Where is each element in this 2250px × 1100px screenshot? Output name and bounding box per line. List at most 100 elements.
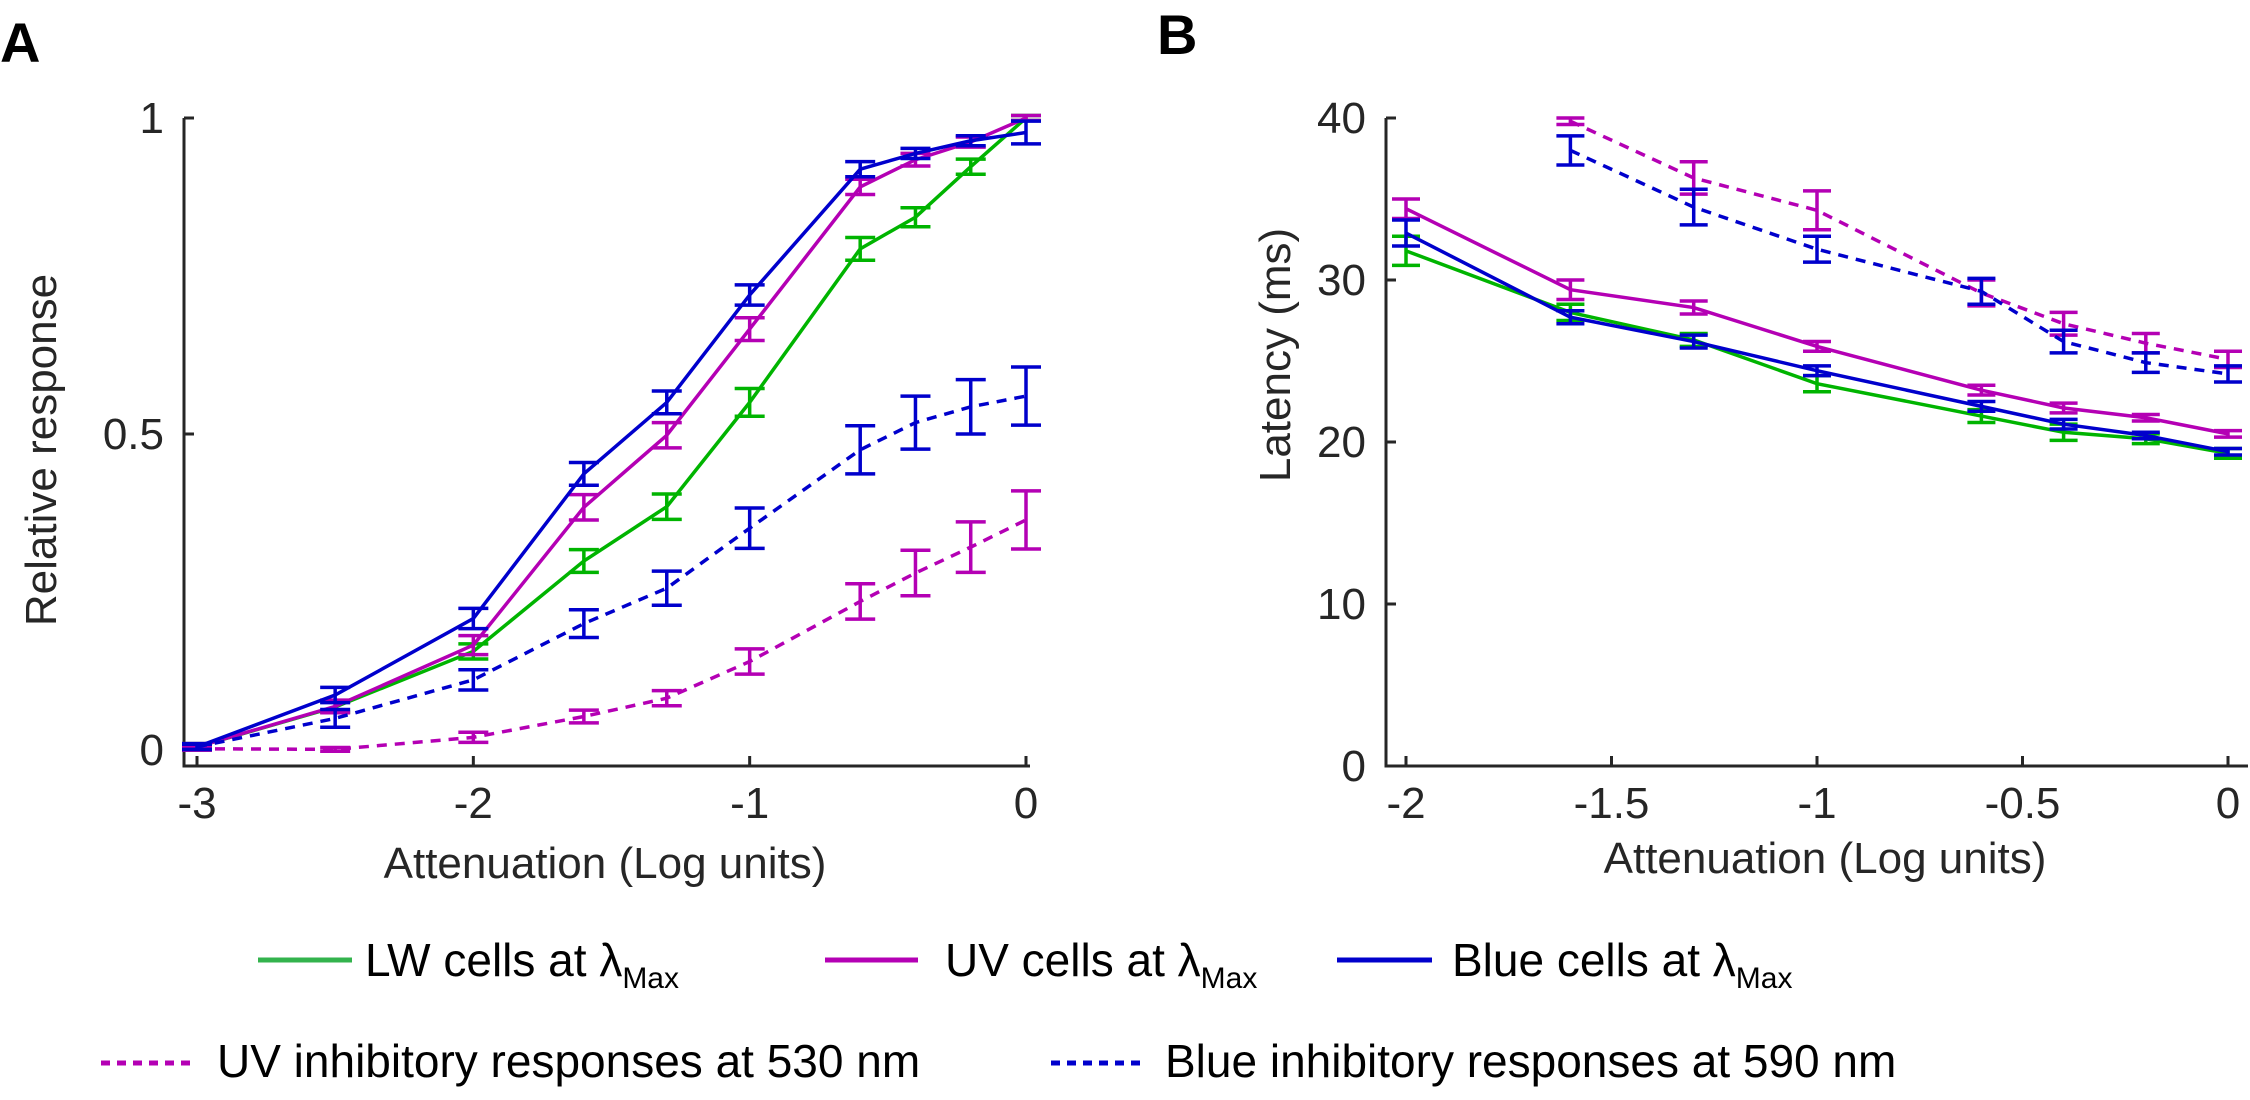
panel-a-data-point	[471, 617, 475, 621]
panel-a-data-point	[748, 293, 752, 297]
panel-b-series-4	[1556, 134, 2242, 384]
panel-a-data-point	[858, 247, 862, 251]
panel-a-data-point	[1024, 518, 1028, 522]
panel-a-series-0	[182, 113, 1041, 752]
panel-a-data-point	[582, 559, 586, 563]
panel-b-data-point	[1815, 369, 1819, 373]
panel-a-data-point	[913, 151, 917, 155]
panel-a-data-point	[333, 716, 337, 720]
panel-a-data-point	[748, 327, 752, 331]
panel-a-data-point	[748, 660, 752, 664]
panel-a-data-point	[333, 747, 337, 751]
panel-b-data-point	[1979, 388, 1983, 392]
panel-a-x-tick-label: -3	[177, 779, 216, 828]
panel-a-data-point	[333, 693, 337, 697]
panel-a-marks	[182, 113, 1041, 754]
legend-item-lw: LW cells at λMax	[258, 934, 679, 995]
panel-a-series-line	[196, 394, 1027, 749]
panel-a-data-point	[858, 167, 862, 171]
legend-item-uv-inhibitory: UV inhibitory responses at 530 nm	[101, 1035, 920, 1087]
panel-a-series-line	[196, 518, 1027, 752]
panel-a-data-point	[858, 599, 862, 603]
panel-a-data-point	[665, 433, 669, 437]
panel-b-marks	[1392, 116, 2242, 460]
legend: LW cells at λMax UV cells at λMax Blue c…	[101, 934, 1896, 1087]
panel-a-data-point	[913, 421, 917, 425]
legend-lambda-symbol: λ	[1713, 934, 1736, 986]
panel-a-data-point	[471, 735, 475, 739]
panel-b-data-point	[1404, 249, 1408, 253]
panel-b-data-point	[2226, 450, 2230, 454]
panel-b-data-point	[2062, 340, 2066, 344]
panel-label-b: B	[1157, 3, 1197, 66]
panel-b-x-tick-label: -1.5	[1574, 779, 1650, 828]
panel-a-series-1	[182, 113, 1041, 752]
panel-a-y-axis-label: Relative response	[17, 274, 66, 626]
panel-b-data-point	[2226, 432, 2230, 436]
panel-a-data-point	[913, 215, 917, 219]
panel-a-data-point	[665, 696, 669, 700]
panel-a-data-point	[471, 643, 475, 647]
panel-a-data-point	[471, 678, 475, 682]
panel-b-x-tick-label: -1	[1797, 779, 1836, 828]
panel-b-y-tick-label: 30	[1317, 256, 1366, 305]
panel-a-data-point	[748, 400, 752, 404]
panel-a-x-tick-label: -2	[454, 779, 493, 828]
panel-b-chart: 0 10 20 30 40 -2 -1.5 -1 -0.5 0 Attenuation (Log …	[1251, 94, 2248, 883]
panel-a-data-point	[858, 185, 862, 189]
panel-b-data-point	[2144, 361, 2148, 365]
panel-a-data-point	[582, 472, 586, 476]
panel-b-data-point	[1979, 289, 1983, 293]
panel-b-series-2	[1392, 218, 2242, 457]
panel-b-y-tick-label: 20	[1317, 418, 1366, 467]
panel-b-data-point	[2062, 406, 2066, 410]
panel-a-chart: 0 0.5 1 -3 -2 -1 0 Attenuation (Log units) Rel…	[17, 94, 1041, 888]
panel-a-series-line	[196, 130, 1027, 749]
legend-label-uv-inhibitory: UV inhibitory responses at 530 nm	[217, 1035, 920, 1087]
panel-b-data-point	[2062, 322, 2066, 326]
panel-b-x-tick-label: -0.5	[1985, 779, 2061, 828]
legend-label-lw: LW cells at λMax	[365, 934, 679, 995]
panel-b-series-1	[1392, 197, 2242, 439]
legend-label-uv: UV cells at λMax	[945, 934, 1257, 995]
legend-item-blue: Blue cells at λMax	[1337, 934, 1792, 995]
panel-a-x-tick-label: -1	[730, 779, 769, 828]
panel-a-series-4	[182, 365, 1041, 752]
panel-a-data-point	[969, 139, 973, 143]
panel-b-x-tick-label: -2	[1386, 779, 1425, 828]
panel-b-data-point	[1692, 306, 1696, 310]
panel-a-x-tick-label: 0	[1014, 779, 1038, 828]
panel-b-series-line	[1569, 119, 2229, 362]
panel-b-data-point	[1815, 247, 1819, 251]
panel-b-data-point	[1568, 315, 1572, 319]
panel-a-data-point	[582, 505, 586, 509]
panel-b-axes: 0 10 20 30 40 -2 -1.5 -1 -0.5 0	[1317, 94, 2248, 828]
panel-a-data-point	[969, 165, 973, 169]
panel-b-x-tick-label: 0	[2216, 779, 2240, 828]
legend-item-blue-inhibitory: Blue inhibitory responses at 590 nm	[1051, 1035, 1896, 1087]
panel-b-data-point	[2144, 341, 2148, 345]
panel-b-data-point	[1979, 414, 1983, 418]
panel-b-series-3	[1556, 116, 2242, 370]
panel-label-a: A	[0, 11, 40, 74]
panel-b-data-point	[1404, 207, 1408, 211]
panel-a-axes: 0 0.5 1 -3 -2 -1 0	[103, 94, 1038, 828]
panel-a-data-point	[333, 704, 337, 708]
panel-a-data-point	[582, 622, 586, 626]
panel-b-data-point	[1404, 231, 1408, 235]
panel-a-y-tick-label: 0.5	[103, 410, 164, 459]
panel-a-data-point	[1024, 394, 1028, 398]
panel-b-data-point	[1568, 288, 1572, 292]
panel-b-y-tick-label: 10	[1317, 580, 1366, 629]
legend-label-blue-text: Blue cells at	[1452, 934, 1713, 986]
panel-b-x-axis-label: Attenuation (Log units)	[1604, 834, 2047, 883]
panel-a-data-point	[748, 526, 752, 530]
legend-subscript: Max	[1736, 962, 1793, 995]
panel-b-y-tick-label: 40	[1317, 94, 1366, 143]
panel-b-data-point	[1568, 119, 1572, 123]
panel-a-data-point	[665, 586, 669, 590]
panel-a-series-2	[182, 119, 1041, 752]
panel-a-data-point	[665, 505, 669, 509]
panel-b-data-point	[2226, 357, 2230, 361]
